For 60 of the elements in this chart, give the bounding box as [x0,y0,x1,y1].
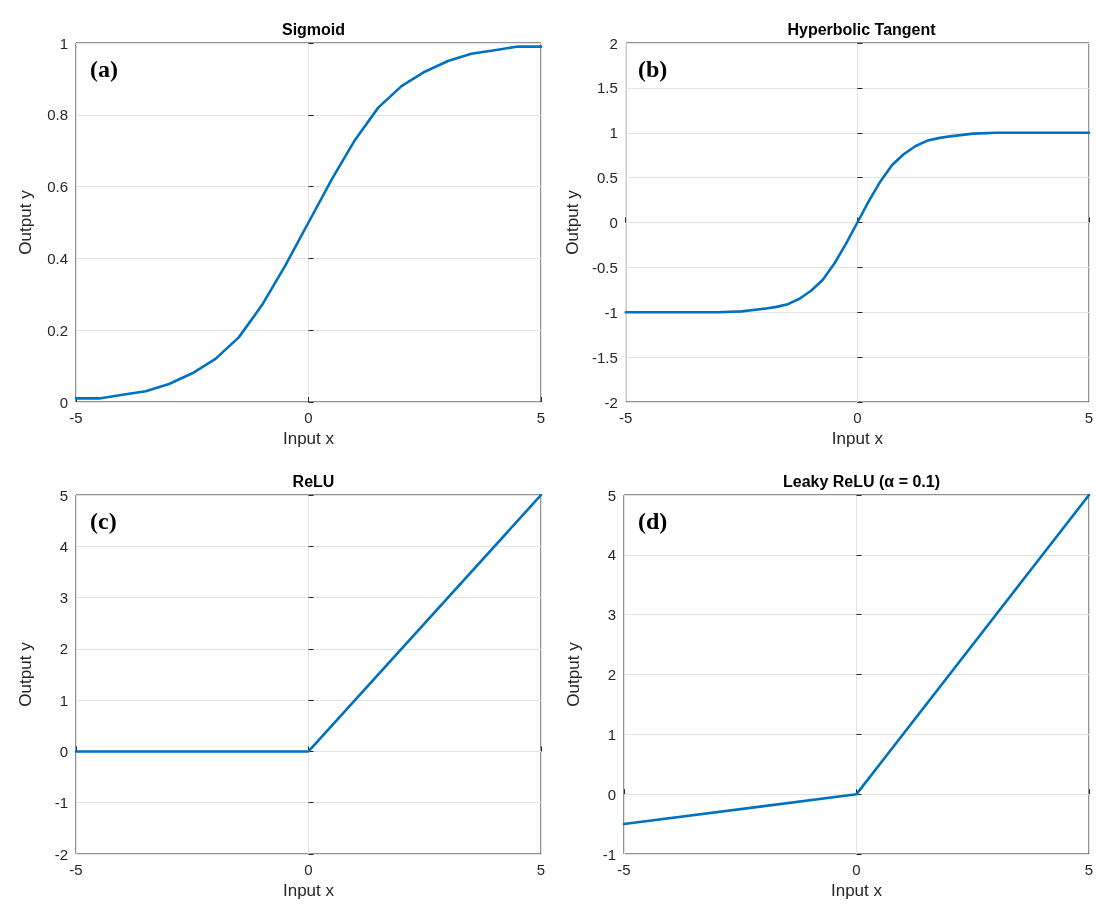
chart-title: Sigmoid [281,20,346,38]
y-tick-label: 5 [59,486,68,504]
chart-title: ReLU [292,472,335,490]
annotation: (c) [90,508,117,534]
y-tick-label: 1 [59,34,68,52]
y-tick-label: 4 [59,537,68,555]
y-tick-label: 0 [607,785,616,803]
x-tick-label: -5 [619,409,633,426]
chart-title: Hyperbolic Tangent [787,20,937,38]
x-axis-title: Input x [830,880,883,900]
annotation: (b) [638,56,668,82]
y-tick-label: -2 [604,393,618,411]
line-series [624,131,1091,314]
y-tick-label: 0.8 [47,106,68,124]
chart-title: Leaky ReLU (α = 0.1) [782,472,941,490]
x-tick-label: -5 [69,409,83,426]
x-tick-label: 0 [304,861,313,878]
y-axis-title: Output y [16,189,35,255]
y-tick-label: 0 [609,214,618,231]
y-tick-label: -1 [602,845,616,863]
y-tick-label: 0.4 [47,249,68,267]
y-tick-label: 0 [59,742,68,760]
y-tick-label: -0.5 [591,258,618,276]
x-tick-label: 0 [304,409,313,426]
annotation: (a) [90,56,118,82]
x-tick-label: 5 [1084,861,1094,878]
y-tick-label: 5 [607,486,616,504]
x-axis-title: Input x [282,880,335,900]
y-tick-label: 0 [59,393,68,411]
y-tick-label: -1 [54,794,68,812]
x-tick-label: 0 [853,409,862,426]
x-tick-label: 5 [1084,409,1094,426]
y-tick-label: -1 [604,303,618,321]
y-axis-title: Output y [563,189,582,255]
y-tick-label: 2 [59,640,68,658]
y-tick-label: 0.2 [47,321,68,339]
y-axis-title: Output y [564,641,583,707]
y-tick-label: 0.6 [47,178,68,196]
y-tick-label: -1.5 [591,348,618,366]
y-tick-label: 4 [607,546,616,564]
y-axis-title: Output y [16,641,35,707]
y-tick-label: 2 [607,666,616,683]
annotation: (d) [638,508,668,534]
x-tick-label: -5 [69,861,83,878]
x-tick-label: 0 [852,861,861,878]
y-tick-label: 1 [59,691,68,709]
x-tick-label: -5 [617,861,631,878]
x-tick-label: 5 [536,409,546,426]
y-tick-label: 1 [607,725,616,743]
y-tick-label: 1.5 [596,79,618,97]
y-tick-label: 3 [607,606,616,624]
y-tick-label: -2 [54,845,68,863]
x-axis-title: Input x [831,428,884,448]
y-tick-label: 1 [609,124,618,142]
x-axis-title: Input x [282,428,335,448]
y-tick-label: 0.5 [596,169,618,187]
line-series [74,45,543,400]
y-tick-label: 3 [59,589,68,607]
y-tick-label: 2 [609,34,618,52]
x-tick-label: 5 [536,861,546,878]
